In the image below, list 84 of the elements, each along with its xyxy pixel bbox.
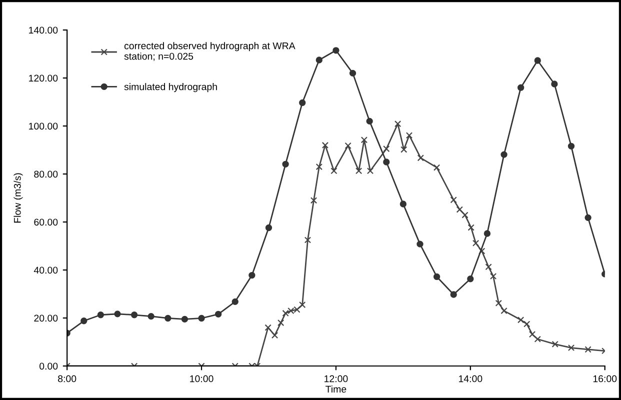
point [394,120,402,128]
point [417,154,424,162]
point [552,340,558,348]
point [344,142,352,150]
point [495,300,502,306]
point [584,214,592,222]
point [214,310,222,318]
point [366,118,373,125]
point [500,307,508,314]
point [198,314,205,322]
legend-label: corrected observed hydrograph at WRA station; n=0.025 [124,42,296,61]
point [484,230,491,237]
point [332,47,340,54]
point [528,330,536,338]
point [310,197,318,204]
point [485,264,492,270]
point [517,316,524,324]
point [472,240,480,246]
y-tick-label: 100.00 [29,122,58,130]
point [349,70,356,77]
point [400,146,408,153]
point [264,324,272,331]
y-tick-label: 0.00 [40,362,58,370]
point [468,224,474,231]
point [534,57,541,64]
point [330,168,338,174]
point [490,272,497,280]
point [478,248,486,254]
point [282,160,289,168]
point [584,346,592,353]
legend-label: simulated hydrograph [124,83,217,92]
point [114,310,121,318]
point [164,314,172,322]
point [322,142,329,149]
point [130,312,138,318]
point [80,318,88,324]
point [181,316,188,323]
y-tick-label: 80.00 [34,170,58,178]
point [148,312,154,320]
point [450,196,457,204]
x-tick-label: 8:00 [58,375,76,382]
point [416,240,424,248]
x-axis-title: Time [326,385,346,393]
point [568,344,575,352]
point [232,298,238,306]
point [383,145,390,152]
point [316,56,322,64]
point [551,80,558,88]
point [517,84,524,91]
point [97,312,104,318]
point [355,168,362,174]
point [433,273,440,280]
point [366,168,374,174]
point [534,336,541,342]
y-tick-label: 20.00 [34,314,58,322]
y-tick-label: 120.00 [29,74,58,82]
point [462,212,468,218]
point [406,132,413,139]
x-tick-label: 14:00 [458,375,482,382]
point [467,276,474,282]
point [568,142,575,150]
y-axis-title: Flow (m3/s) [14,173,23,223]
point [500,151,508,158]
y-tick-label: 60.00 [34,218,58,226]
point [383,158,390,166]
x-tick-label: 12:00 [324,375,348,382]
point [278,319,284,326]
point [265,224,272,232]
x-tick-label: 16:00 [593,375,617,382]
point [299,301,306,308]
point [271,332,278,339]
point [299,99,306,106]
point [433,164,440,171]
point [450,291,457,298]
x-tick-label: 10:00 [190,375,214,382]
point [360,136,368,144]
y-tick-label: 140.00 [29,26,58,34]
point [304,236,312,244]
point [456,206,463,213]
point [400,200,407,208]
point [316,163,322,170]
y-tick-label: 40.00 [34,266,58,274]
point [248,272,256,279]
point [524,320,530,328]
